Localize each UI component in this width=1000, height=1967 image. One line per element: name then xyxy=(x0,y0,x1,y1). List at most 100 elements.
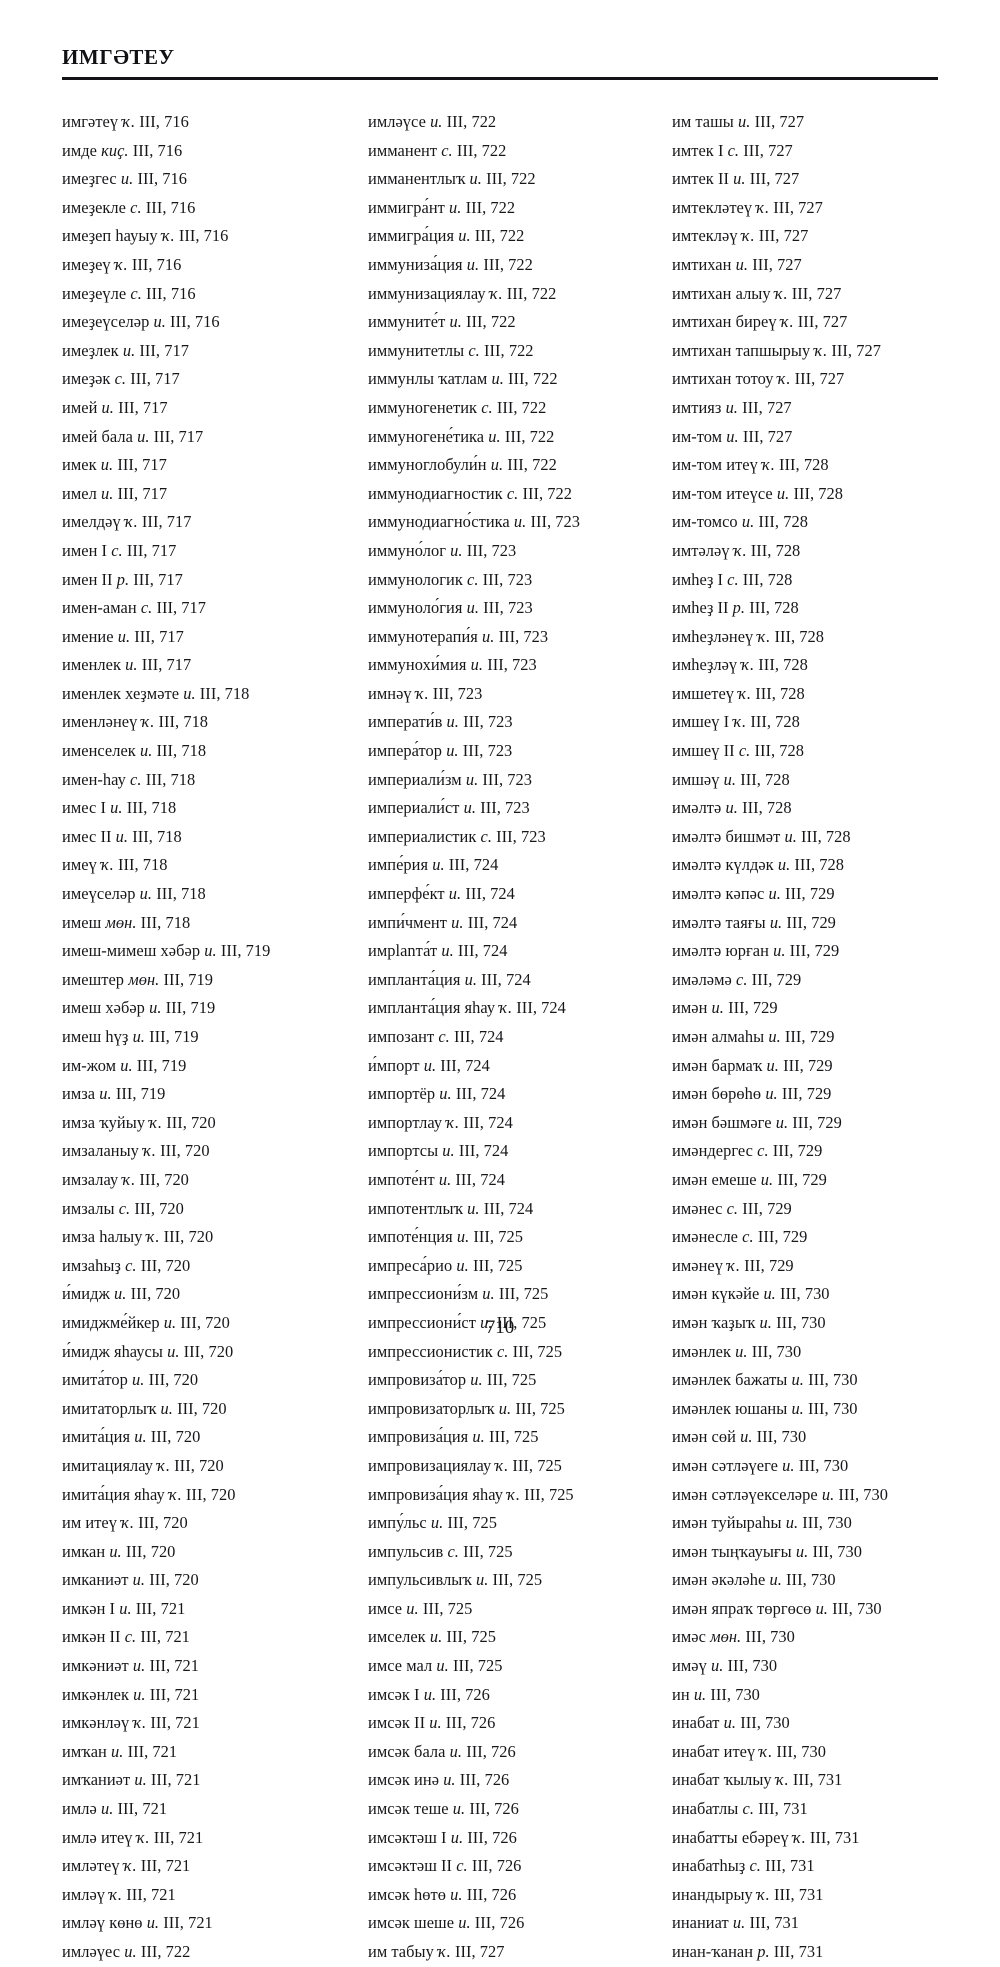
entry-reference: III, 727 xyxy=(749,169,800,189)
index-entry: имтек I с. III, 727 xyxy=(672,137,972,166)
entry-part-of-speech: и. xyxy=(470,1370,483,1390)
index-entry: и́мпорт и. III, 724 xyxy=(368,1052,668,1081)
entry-part-of-speech: и. xyxy=(469,169,482,189)
entry-part-of-speech: и. xyxy=(153,312,166,332)
entry-headword: имселек xyxy=(368,1627,426,1647)
entry-part-of-speech: и. xyxy=(464,969,477,989)
entry-reference: III, 721 xyxy=(117,1799,168,1819)
index-entry: имлә и. III, 721 xyxy=(62,1795,362,1824)
entry-headword: имсәк II xyxy=(368,1713,426,1733)
index-entry: имәлтә кәпәс и. III, 729 xyxy=(672,880,972,909)
entry-headword: иммунизациялау xyxy=(368,283,486,303)
entry-headword: иммигра́нт xyxy=(368,197,445,217)
index-entry: имита́тор и. III, 720 xyxy=(62,1366,362,1395)
entry-reference: III, 729 xyxy=(781,1084,832,1104)
entry-reference: III, 724 xyxy=(448,855,499,875)
entry-headword: импровизаторлыҡ xyxy=(368,1398,495,1418)
entry-headword: им-том xyxy=(672,426,723,446)
index-entry: им итеү ҡ. III, 720 xyxy=(62,1509,362,1538)
entry-part-of-speech: и. xyxy=(513,512,527,532)
entry-headword: имplanта́т xyxy=(368,941,438,961)
entry-part-of-speech: и. xyxy=(120,169,134,189)
index-entry: имек и. III, 717 xyxy=(62,451,362,480)
entry-headword: имтек II xyxy=(672,169,729,189)
entry-reference: III, 725 xyxy=(422,1598,473,1618)
index-entry: именләнеү ҡ. III, 718 xyxy=(62,708,362,737)
index-entry: имеш мөн. III, 718 xyxy=(62,909,362,938)
entry-headword: имен-аман xyxy=(62,598,137,618)
entry-part-of-speech: и. xyxy=(482,626,495,646)
entry-reference: III, 724 xyxy=(481,969,531,989)
entry-reference: III, 723 xyxy=(482,569,533,589)
index-column-1: имгәтеү ҡ. III, 716 имде киҫ. III, 716 име… xyxy=(62,108,362,1967)
entry-headword: имән япраҡ төргөсө xyxy=(672,1598,812,1618)
index-entry: имеҙәк с. III, 717 xyxy=(62,365,362,394)
entry-headword: имлә итеү xyxy=(62,1827,133,1847)
index-entry: имәлтә бишмәт и. III, 728 xyxy=(672,823,972,852)
entry-headword: имсәктәш II xyxy=(368,1856,453,1876)
entry-part-of-speech: и. xyxy=(120,1055,133,1075)
header-rule xyxy=(62,77,938,80)
entry-headword: импреса́рио xyxy=(368,1255,453,1275)
index-entry: имplanта́т и. III, 724 xyxy=(368,937,668,966)
entry-part-of-speech: и. xyxy=(725,798,738,818)
entry-part-of-speech: и. xyxy=(436,1656,449,1676)
entry-part-of-speech: ҡ. xyxy=(146,1227,160,1247)
index-entry: импортсы и. III, 724 xyxy=(368,1137,668,1166)
index-entry: имшеү I ҡ. III, 728 xyxy=(672,708,972,737)
entry-headword: имеҙеү xyxy=(62,254,111,274)
entry-part-of-speech: и. xyxy=(115,826,129,846)
entry-reference: III, 720 xyxy=(134,1198,184,1218)
index-entry: импровизаторлыҡ и. III, 725 xyxy=(368,1395,668,1424)
entry-part-of-speech: с. xyxy=(727,569,739,589)
entry-headword: иммуноглобули́н xyxy=(368,455,487,475)
index-entry: имһеҙләү ҡ. III, 728 xyxy=(672,651,972,680)
entry-reference: III, 720 xyxy=(149,1570,199,1590)
entry-part-of-speech: и. xyxy=(441,941,454,961)
entry-part-of-speech: ҡ. xyxy=(437,1942,451,1961)
entry-reference: III, 724 xyxy=(458,1141,509,1161)
entry-headword: имән бармаҡ xyxy=(672,1055,763,1075)
index-entry: имита́ция и. III, 720 xyxy=(62,1423,362,1452)
entry-reference: III, 723 xyxy=(487,655,537,675)
index-entry: имза ҡуйыу ҡ. III, 720 xyxy=(62,1109,362,1138)
entry-headword: импрессиони́зм xyxy=(368,1284,479,1304)
entry-part-of-speech: ҡ. xyxy=(756,197,770,217)
entry-reference: III, 731 xyxy=(809,1827,860,1847)
index-entry: имән сөй и. III, 730 xyxy=(672,1423,972,1452)
entry-reference: III, 722 xyxy=(484,340,534,360)
entry-reference: III, 725 xyxy=(515,1398,565,1418)
entry-part-of-speech: и. xyxy=(490,455,504,475)
index-entry: имсе и. III, 725 xyxy=(368,1595,668,1624)
entry-part-of-speech: ҡ. xyxy=(121,1513,134,1533)
entry-reference: III, 729 xyxy=(772,1141,823,1161)
entry-reference: III, 720 xyxy=(148,1370,199,1390)
index-entry: имсәктәш II с. III, 726 xyxy=(368,1852,668,1881)
entry-part-of-speech: и. xyxy=(429,1627,443,1647)
entry-reference: III, 728 xyxy=(793,483,843,503)
entry-reference: III, 720 xyxy=(163,1227,214,1247)
entry-headword: имеүселәр xyxy=(62,884,136,904)
index-entry: имза һалыу ҡ. III, 720 xyxy=(62,1223,362,1252)
entry-reference: III, 716 xyxy=(170,312,220,332)
index-entry: имитаторлыҡ и. III, 720 xyxy=(62,1395,362,1424)
index-columns: имгәтеү ҡ. III, 716 имде киҫ. III, 716 име… xyxy=(0,108,1000,1961)
index-entry: имкән II с. III, 721 xyxy=(62,1623,362,1652)
index-entry: имманентлыҡ и. III, 722 xyxy=(368,165,668,194)
index-entry: иммунизациялау ҡ. III, 722 xyxy=(368,280,668,309)
entry-reference: III, 722 xyxy=(474,226,525,246)
entry-headword: имеҙәк xyxy=(62,369,111,389)
entry-headword: имләүес xyxy=(62,1942,121,1961)
entry-part-of-speech: и. xyxy=(791,1398,804,1418)
entry-part-of-speech: и. xyxy=(132,1570,146,1590)
index-entry: имлә итеү ҡ. III, 721 xyxy=(62,1824,362,1853)
entry-part-of-speech: и. xyxy=(470,655,484,675)
entry-reference: III, 718 xyxy=(145,769,196,789)
entry-headword: имзалы xyxy=(62,1198,115,1218)
entry-part-of-speech: ҡ. xyxy=(489,283,503,303)
index-entry: импоте́нт и. III, 724 xyxy=(368,1166,668,1195)
entry-reference: III, 719 xyxy=(149,1027,199,1046)
entry-part-of-speech: с. xyxy=(130,283,142,303)
index-entry: имкәнләү ҡ. III, 721 xyxy=(62,1709,362,1738)
entry-part-of-speech: и. xyxy=(785,1513,799,1533)
